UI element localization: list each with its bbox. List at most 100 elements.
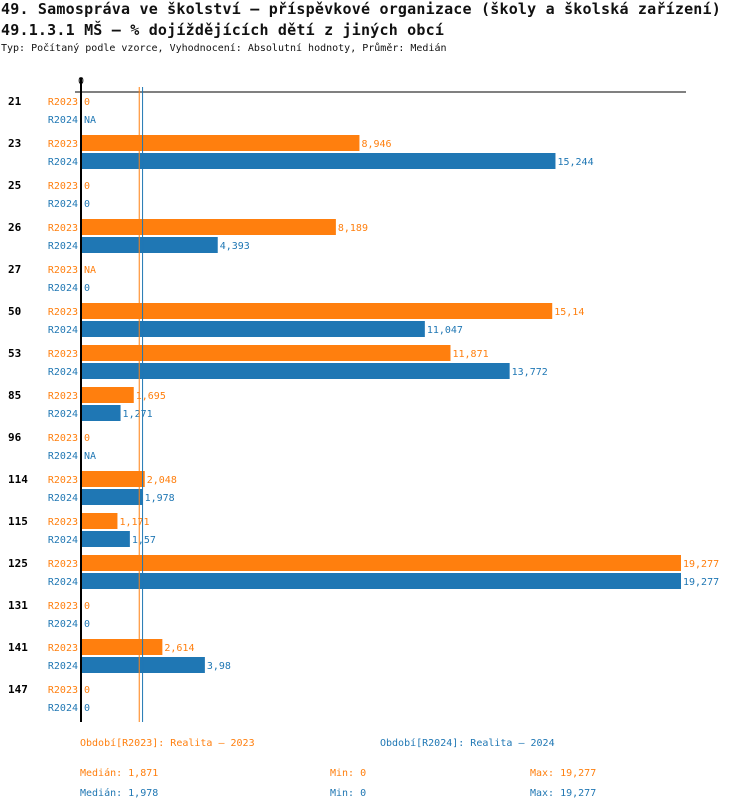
category-label: 21 — [8, 95, 22, 108]
value-label: 19,277 — [683, 577, 719, 588]
value-label: 4,393 — [220, 241, 250, 252]
value-label: 0 — [84, 619, 90, 630]
value-label: 3,98 — [207, 661, 231, 672]
series-label: R2024 — [48, 451, 78, 462]
series-label: R2023 — [48, 517, 78, 528]
series-label: R2024 — [48, 577, 78, 588]
min-r2024: Min: 0 — [330, 788, 367, 799]
bar-r2023 — [81, 219, 336, 235]
series-label: R2024 — [48, 619, 78, 630]
series-label: R2024 — [48, 661, 78, 672]
report-title: 49. Samospráva ve školství – příspěvkové… — [1, 0, 721, 18]
category-label: 25 — [8, 179, 21, 192]
series-label: R2023 — [48, 97, 78, 108]
series-label: R2023 — [48, 685, 78, 696]
bar-r2023 — [81, 513, 118, 529]
series-label: R2024 — [48, 115, 78, 126]
bar-r2023 — [81, 387, 134, 403]
legend-r2023: Období[R2023]: Realita – 2023 — [80, 738, 255, 749]
max-r2024: Max: 19,277 — [530, 788, 597, 799]
category-label: 96 — [8, 431, 22, 444]
series-label: R2024 — [48, 241, 78, 252]
value-label: 1,695 — [136, 391, 166, 402]
value-label: 0 — [84, 685, 90, 696]
series-label: R2023 — [48, 349, 78, 360]
category-label: 141 — [8, 641, 28, 654]
series-label: R2023 — [48, 601, 78, 612]
bar-r2023 — [81, 471, 145, 487]
series-label: R2024 — [48, 535, 78, 546]
bar-r2023 — [81, 135, 360, 151]
bar-r2024 — [81, 531, 130, 547]
series-label: R2023 — [48, 475, 78, 486]
category-label: 23 — [8, 137, 21, 150]
value-label: 15,14 — [554, 307, 584, 318]
series-label: R2024 — [48, 157, 78, 168]
category-label: 50 — [8, 305, 21, 318]
series-label: R2023 — [48, 181, 78, 192]
series-label: R2023 — [48, 139, 78, 150]
series-label: R2024 — [48, 493, 78, 504]
series-label: R2024 — [48, 409, 78, 420]
value-label: 13,772 — [512, 367, 548, 378]
category-label: 131 — [8, 599, 28, 612]
bar-r2024 — [81, 237, 218, 253]
value-label: NA — [84, 115, 96, 126]
value-label: 1,171 — [119, 517, 149, 528]
min-r2023: Min: 0 — [330, 768, 367, 779]
category-label: 147 — [8, 683, 28, 696]
value-label: 11,047 — [427, 325, 463, 336]
category-label: 85 — [8, 389, 21, 402]
value-label: 0 — [84, 283, 90, 294]
bar-r2023 — [81, 639, 163, 655]
series-label: R2024 — [48, 199, 78, 210]
series-label: R2024 — [48, 283, 78, 294]
legend-r2024: Období[R2024]: Realita – 2024 — [380, 738, 555, 749]
series-label: R2023 — [48, 559, 78, 570]
series-label: R2023 — [48, 391, 78, 402]
value-label: 11,871 — [452, 349, 488, 360]
category-label: 26 — [8, 221, 22, 234]
bar-r2024 — [81, 153, 556, 169]
median-r2024: Medián: 1,978 — [80, 788, 159, 799]
value-label: 2,048 — [147, 475, 177, 486]
value-label: 0 — [84, 703, 90, 714]
series-label: R2023 — [48, 223, 78, 234]
value-label: 8,189 — [338, 223, 368, 234]
category-label: 125 — [8, 557, 28, 570]
series-label: R2024 — [48, 703, 78, 714]
bar-r2024 — [81, 405, 121, 421]
bar-r2024 — [81, 321, 425, 337]
category-label: 114 — [8, 473, 28, 486]
value-label: NA — [84, 451, 96, 462]
bar-chart: 0 21 R2023 0 R2024 NA 23 R2023 8,946 R2024 15,244 2… — [8, 76, 719, 722]
value-label: NA — [84, 265, 96, 276]
bar-r2023 — [81, 303, 553, 319]
value-label: 0 — [84, 433, 90, 444]
series-label: R2023 — [48, 307, 78, 318]
median-r2023: Medián: 1,871 — [80, 768, 159, 779]
bar-r2023 — [81, 345, 451, 361]
value-label: 0 — [84, 97, 90, 108]
value-label: 0 — [84, 199, 90, 210]
bar-r2024 — [81, 573, 681, 589]
series-label: R2023 — [48, 433, 78, 444]
value-label: 2,614 — [164, 643, 194, 654]
value-label: 1,57 — [132, 535, 156, 546]
category-label: 27 — [8, 263, 21, 276]
bar-r2024 — [81, 363, 510, 379]
category-label: 53 — [8, 347, 21, 360]
value-label: 1,271 — [123, 409, 153, 420]
value-label: 19,277 — [683, 559, 719, 570]
value-label: 8,946 — [361, 139, 391, 150]
value-label: 1,978 — [145, 493, 175, 504]
series-label: R2024 — [48, 325, 78, 336]
series-label: R2023 — [48, 265, 78, 276]
series-label: R2023 — [48, 643, 78, 654]
value-label: 0 — [84, 601, 90, 612]
indicator-title: 49.1.3.1 MŠ – % dojíždějících dětí z jin… — [1, 21, 445, 39]
report-info: Typ: Počítaný podle vzorce, Vyhodnocení:… — [1, 43, 447, 54]
bar-r2024 — [81, 489, 143, 505]
category-label: 115 — [8, 515, 28, 528]
bar-r2023 — [81, 555, 681, 571]
